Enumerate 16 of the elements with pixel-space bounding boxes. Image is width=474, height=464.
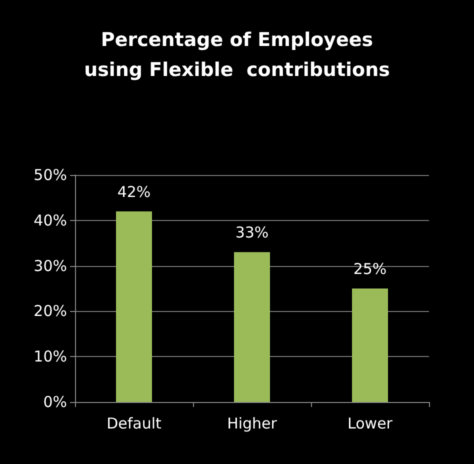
y-tick-label: 10% (34, 348, 67, 366)
y-tick-label: 0% (43, 393, 67, 411)
x-tick-label: Lower (348, 414, 394, 432)
y-tick-label: 30% (34, 256, 67, 275)
bar (234, 252, 270, 402)
chart-title: Percentage of Employees using Flexible contributions (84, 29, 390, 81)
data-label: 33% (235, 224, 269, 242)
x-tick-label: Higher (227, 414, 278, 432)
y-tick-label: 20% (34, 302, 67, 320)
data-label: 25% (353, 260, 387, 278)
x-tick-label: Default (106, 414, 162, 432)
y-tick-label: 50% (34, 166, 67, 184)
bar (352, 288, 388, 402)
bar (116, 211, 152, 402)
data-label: 42% (117, 182, 151, 201)
y-tick-label: 40% (34, 211, 67, 230)
